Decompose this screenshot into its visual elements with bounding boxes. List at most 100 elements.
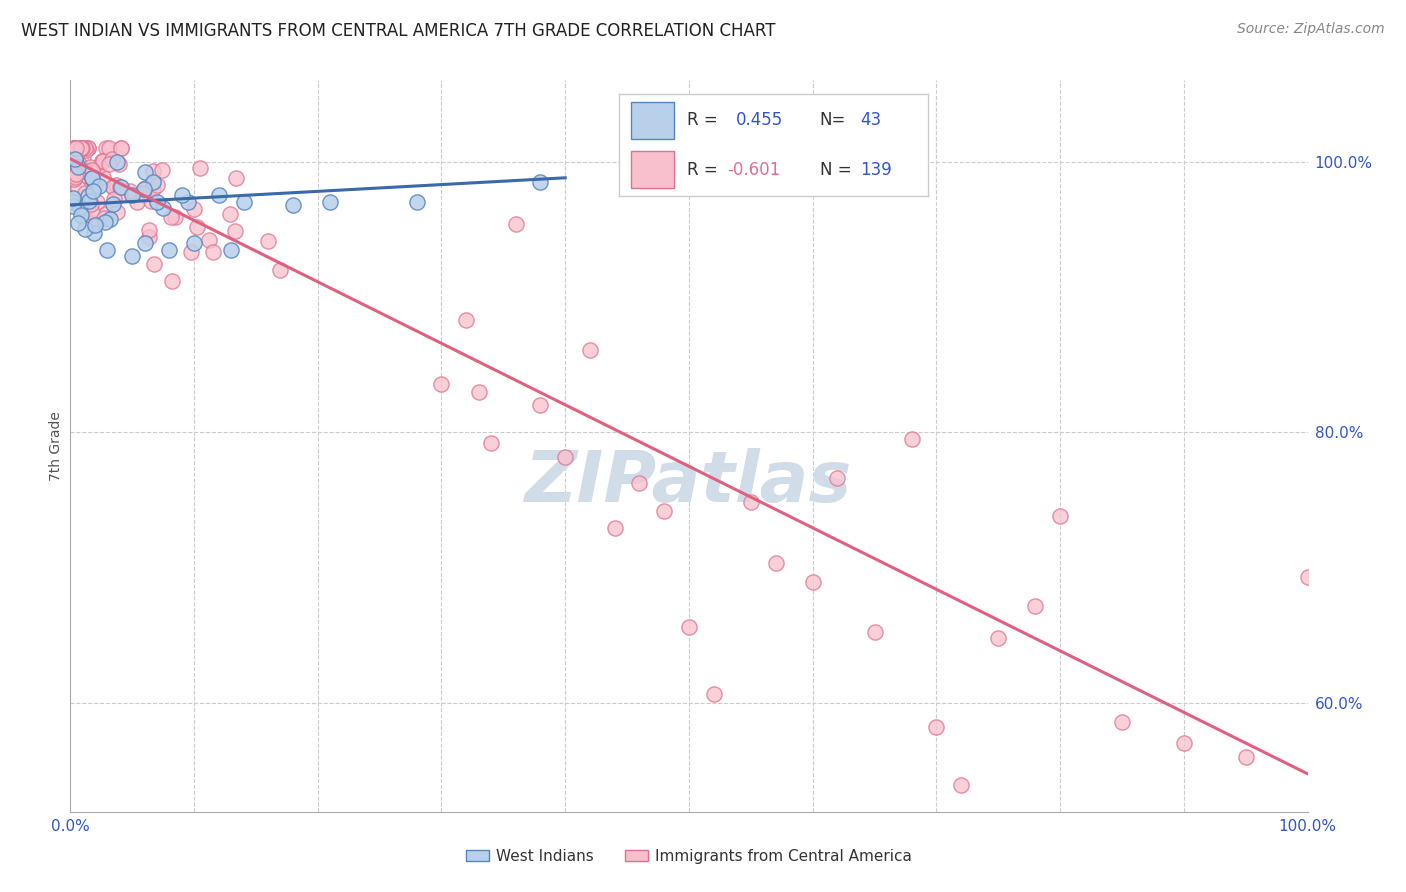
Point xyxy=(150,163,173,178)
Point xyxy=(827,470,849,484)
Point xyxy=(405,195,427,210)
Point xyxy=(70,141,93,155)
Point xyxy=(80,205,103,219)
Point xyxy=(87,179,110,194)
Legend: West Indians, Immigrants from Central America: West Indians, Immigrants from Central Am… xyxy=(460,843,918,870)
Point xyxy=(98,212,121,227)
Text: 0.455: 0.455 xyxy=(737,112,783,129)
Point xyxy=(143,257,166,271)
Point xyxy=(62,194,84,209)
Point xyxy=(80,197,103,211)
Point xyxy=(69,141,91,155)
Point xyxy=(177,194,200,209)
Point xyxy=(146,195,169,210)
Point xyxy=(801,574,824,589)
Text: ZIPatlas: ZIPatlas xyxy=(526,448,852,517)
Point xyxy=(83,226,105,240)
Point xyxy=(529,175,551,189)
Point xyxy=(1234,749,1257,764)
Point xyxy=(269,262,291,277)
Point xyxy=(63,153,86,168)
Point xyxy=(529,398,551,412)
Point xyxy=(118,184,141,198)
Point xyxy=(62,195,84,210)
Point xyxy=(554,450,576,464)
Point xyxy=(579,343,602,357)
Point xyxy=(157,243,180,257)
Text: R =: R = xyxy=(686,161,717,178)
Point xyxy=(152,201,174,215)
Point xyxy=(170,188,193,202)
Point xyxy=(69,164,91,178)
Point xyxy=(121,249,143,263)
Point xyxy=(900,433,922,447)
Point xyxy=(91,153,114,168)
Point xyxy=(219,243,242,257)
Text: R =: R = xyxy=(686,112,717,129)
Point xyxy=(110,141,132,155)
Point xyxy=(65,141,87,155)
Point xyxy=(75,222,97,236)
Point xyxy=(430,376,453,391)
Point xyxy=(67,157,90,171)
Point xyxy=(67,141,90,155)
Point xyxy=(63,171,86,186)
Point xyxy=(188,161,211,176)
Point xyxy=(73,186,96,201)
Point xyxy=(678,620,700,634)
Point xyxy=(987,632,1010,646)
Point xyxy=(96,243,118,257)
Point xyxy=(219,207,242,221)
Point xyxy=(63,141,86,155)
Point xyxy=(84,179,107,194)
Point xyxy=(82,163,104,178)
Point xyxy=(740,495,762,509)
Point xyxy=(80,171,103,186)
Point xyxy=(62,199,84,213)
Point xyxy=(90,154,112,169)
Text: 43: 43 xyxy=(860,112,882,129)
Point xyxy=(232,195,254,210)
Point xyxy=(142,164,165,178)
Point xyxy=(198,233,221,247)
Point xyxy=(80,171,103,186)
Point xyxy=(110,179,132,194)
Point xyxy=(94,215,117,229)
Point xyxy=(131,186,153,200)
Point xyxy=(1111,714,1133,729)
Point xyxy=(69,201,91,215)
Point xyxy=(76,141,98,155)
Point xyxy=(77,194,100,208)
Point xyxy=(108,187,131,202)
Point xyxy=(103,179,125,194)
Point xyxy=(225,170,247,185)
Point xyxy=(125,195,148,210)
Point xyxy=(145,178,167,192)
Text: N =: N = xyxy=(820,161,851,178)
Point xyxy=(63,141,86,155)
Point xyxy=(82,184,104,198)
Text: Source: ZipAtlas.com: Source: ZipAtlas.com xyxy=(1237,22,1385,37)
Point xyxy=(63,153,86,167)
Point xyxy=(65,167,87,181)
Point xyxy=(603,521,626,535)
Point xyxy=(83,218,105,232)
Bar xyxy=(631,151,675,188)
Point xyxy=(75,143,97,157)
Point xyxy=(180,245,202,260)
Point xyxy=(132,186,155,200)
Point xyxy=(73,211,96,225)
Point xyxy=(67,216,90,230)
Point xyxy=(138,222,160,236)
Point xyxy=(104,178,127,192)
Point xyxy=(63,170,86,185)
Point xyxy=(105,155,128,169)
Point xyxy=(103,197,125,211)
Point xyxy=(79,160,101,174)
Point xyxy=(63,152,86,166)
Point xyxy=(87,159,110,173)
Point xyxy=(82,216,104,230)
Point xyxy=(160,210,183,224)
Text: 139: 139 xyxy=(860,161,891,178)
Point xyxy=(925,720,948,734)
